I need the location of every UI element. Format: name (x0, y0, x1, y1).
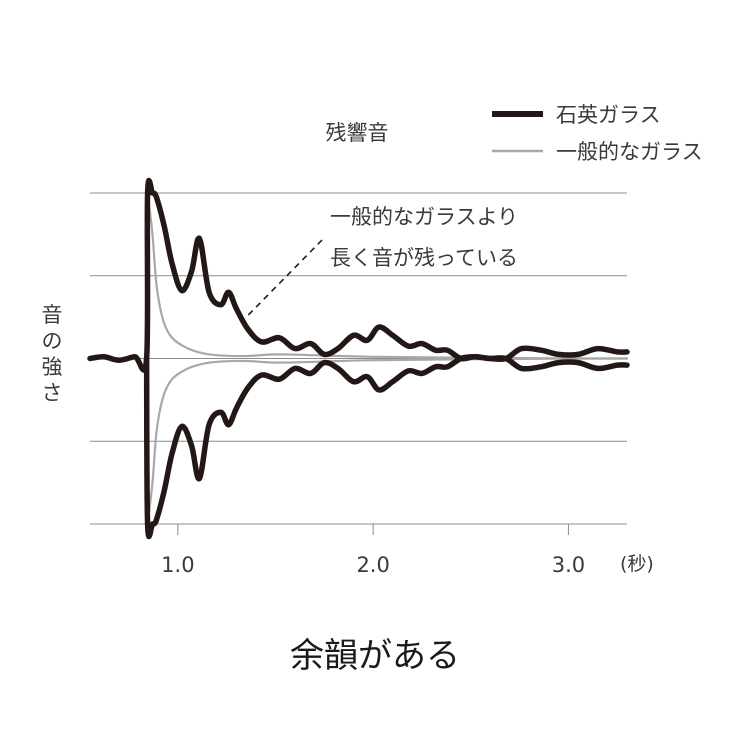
legend-label-glass: 一般的なガラス (556, 140, 703, 164)
x-tick-label: 2.0 (356, 553, 389, 577)
annotation: 一般的なガラスより 長く音が残っている (245, 205, 518, 318)
chart-subtitle: 残響音 (326, 121, 389, 145)
chart-gridlines (90, 192, 627, 525)
chart-plot-area (87, 177, 630, 540)
x-axis: 1.0 2.0 3.0 (161, 524, 585, 577)
annotation-line-2: 長く音が残っている (330, 246, 518, 270)
annotation-line-1: 一般的なガラスより (330, 205, 518, 229)
legend-label-quartz: 石英ガラス (556, 103, 661, 127)
legend: 石英ガラス 一般的なガラス (492, 103, 703, 164)
x-tick-label: 1.0 (161, 553, 194, 577)
annotation-leader-line (245, 239, 323, 318)
x-axis-unit: (秒) (620, 553, 654, 575)
y-axis-label: 音の強さ (42, 303, 63, 405)
series-quartz-lower-envelope (143, 345, 630, 540)
chart-caption: 余韻がある (290, 636, 460, 676)
x-tick-label: 3.0 (552, 553, 585, 577)
